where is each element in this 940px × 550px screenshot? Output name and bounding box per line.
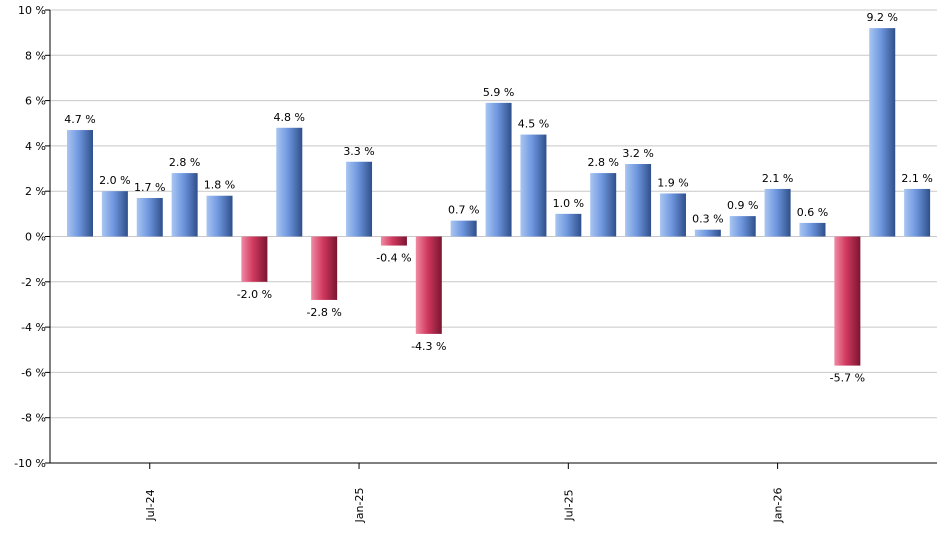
y-tick-label: -8 % <box>21 412 46 425</box>
y-tick-label: 10 % <box>18 4 46 17</box>
bar <box>625 164 652 237</box>
bar <box>136 197 163 237</box>
bar <box>659 193 686 237</box>
bar <box>520 134 547 237</box>
x-tick-label: Jan-25 <box>353 488 366 524</box>
bar <box>67 130 93 237</box>
data-label: -0.4 % <box>376 252 411 265</box>
bar <box>764 188 791 237</box>
data-labels: 4.7 % 2.0 % 1.7 % 2.8 % 1.8 % -2.0 % 4.8 % -2.8… <box>64 11 933 384</box>
bar <box>555 213 582 237</box>
x-tick-label: Jul-24 <box>144 489 157 521</box>
bar <box>729 216 756 237</box>
data-label: 3.2 % <box>622 147 653 160</box>
bar <box>380 236 407 246</box>
x-axis-tick-labels: Jul-24 Jan-25 Jul-25 Jan-26 <box>144 488 785 524</box>
y-tick-label: -6 % <box>21 366 46 379</box>
data-label: 1.8 % <box>204 179 235 192</box>
y-tick-label: -2 % <box>21 276 46 289</box>
axes <box>45 9 937 469</box>
data-label: 2.0 % <box>99 174 130 187</box>
data-label: 2.1 % <box>762 172 793 185</box>
bar <box>904 188 931 237</box>
data-label: -2.0 % <box>237 288 272 301</box>
bar <box>206 195 233 237</box>
data-label: 1.7 % <box>134 181 165 194</box>
y-tick-label: 2 % <box>25 185 46 198</box>
data-label: 2.8 % <box>587 156 618 169</box>
bar <box>346 161 373 237</box>
x-tick-label: Jan-26 <box>772 488 785 524</box>
x-tick-label: Jul-25 <box>562 489 575 521</box>
data-label: 4.7 % <box>64 113 95 126</box>
bar <box>590 173 617 237</box>
data-label: 2.8 % <box>169 156 200 169</box>
y-tick-label: 0 % <box>25 231 46 244</box>
y-tick-label: 4 % <box>25 140 46 153</box>
y-tick-label: -10 % <box>14 457 46 470</box>
bars <box>67 28 931 366</box>
bar <box>241 236 268 282</box>
data-label: -5.7 % <box>830 372 865 385</box>
bar <box>485 102 512 237</box>
y-tick-label: 8 % <box>25 49 46 62</box>
bar <box>869 28 896 237</box>
data-label: 0.6 % <box>797 206 828 219</box>
bar <box>799 222 826 237</box>
data-label: 2.1 % <box>901 172 932 185</box>
data-label: 5.9 % <box>483 86 514 99</box>
data-label: 0.9 % <box>727 199 758 212</box>
data-label: 9.2 % <box>867 11 898 24</box>
y-tick-label: -4 % <box>21 321 46 334</box>
data-label: 4.5 % <box>518 118 549 131</box>
data-label: 4.8 % <box>274 111 305 124</box>
y-axis-tick-labels: 10 % 8 % 6 % 4 % 2 % 0 % -2 % -4 % -6 % -8 % -10 % <box>14 4 46 470</box>
bar <box>276 127 303 237</box>
data-label: 1.0 % <box>553 197 584 210</box>
bar <box>834 236 861 366</box>
bar <box>415 236 442 334</box>
data-label: 0.3 % <box>692 213 723 226</box>
bar <box>694 229 721 237</box>
data-label: 0.7 % <box>448 204 479 217</box>
bar <box>101 191 128 237</box>
bar <box>311 236 338 300</box>
bar <box>171 173 198 237</box>
data-label: 3.3 % <box>343 145 374 158</box>
bar <box>450 220 477 237</box>
data-label: 1.9 % <box>657 176 688 189</box>
data-label: -4.3 % <box>411 340 446 353</box>
data-label: -2.8 % <box>306 306 341 319</box>
y-tick-label: 6 % <box>25 95 46 108</box>
